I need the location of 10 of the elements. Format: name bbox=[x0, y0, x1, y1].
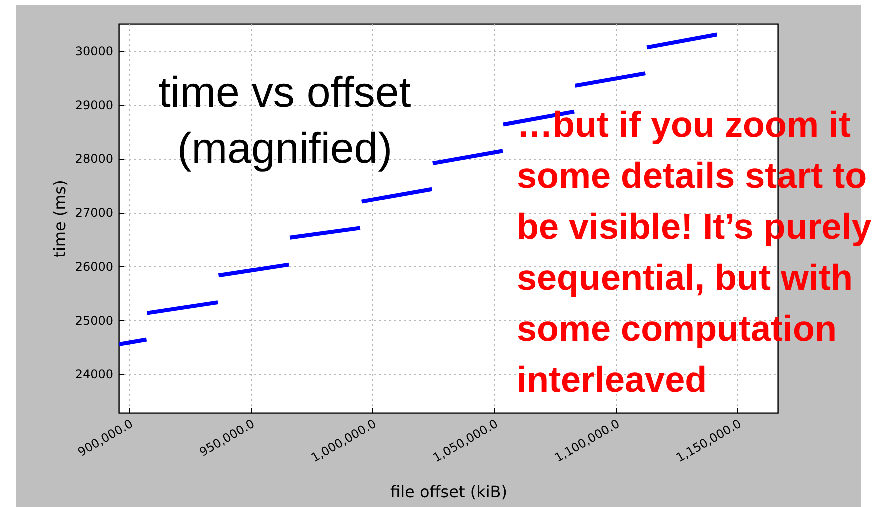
y-tick-label: 28000 bbox=[75, 152, 114, 166]
y-axis-title: time (ms) bbox=[50, 180, 70, 258]
y-tick-label: 25000 bbox=[75, 314, 114, 328]
y-tick-label: 27000 bbox=[75, 206, 114, 220]
x-axis-title: file offset (kiB) bbox=[390, 482, 508, 502]
text: time vs offset (magnified) bbox=[158, 68, 412, 175]
y-tick-label: 24000 bbox=[75, 368, 114, 382]
y-tick-label: 30000 bbox=[75, 44, 114, 58]
y-tick-label: 26000 bbox=[75, 260, 114, 274]
y-tick-label: 29000 bbox=[75, 98, 114, 112]
